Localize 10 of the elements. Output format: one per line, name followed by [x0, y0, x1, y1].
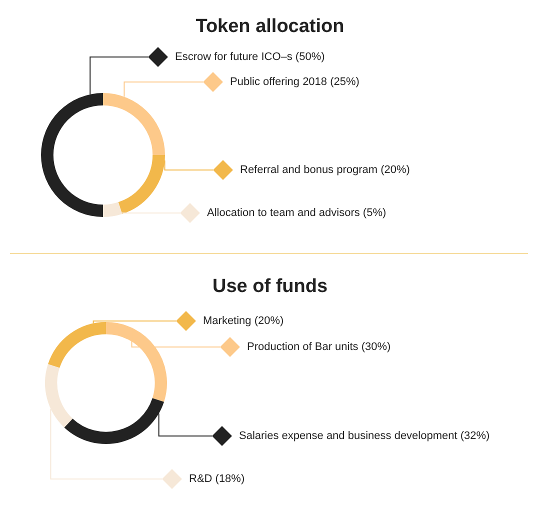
legend-label: Escrow for future ICO–s (50%): [175, 51, 325, 64]
legend-label: Marketing (20%): [203, 315, 284, 328]
chart-title: Use of funds: [212, 276, 328, 298]
legend-label: Referral and bonus program (20%): [240, 164, 410, 176]
legend-label: Salaries expense and business development (32%): [239, 430, 490, 442]
chart-title: Token allocation: [196, 16, 344, 38]
legend-label: R&D (18%): [189, 473, 245, 486]
legend-label: Public offering 2018 (25%): [230, 76, 360, 88]
legend-label: Allocation to team and advisors (5%): [207, 207, 386, 220]
legend-label: Production of Bar units (30%): [247, 341, 391, 354]
